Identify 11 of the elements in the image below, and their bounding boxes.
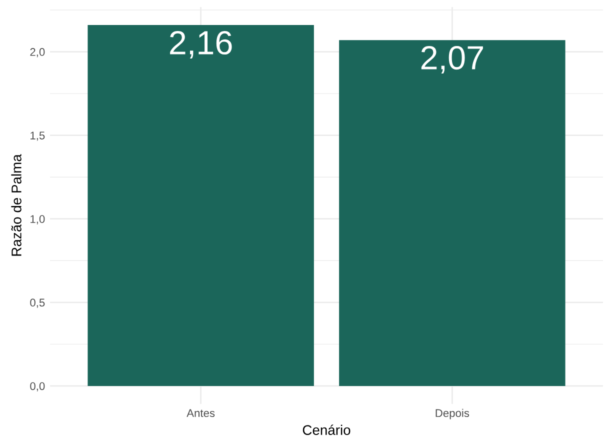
y-tick-label: 0,5 bbox=[30, 298, 45, 308]
x-axis-title: Cenário bbox=[302, 424, 350, 435]
y-tick-label: 2,0 bbox=[30, 48, 45, 58]
y-axis-title: Razão de Palma bbox=[11, 154, 22, 256]
data-label: 2,07 bbox=[421, 46, 483, 74]
y-tick-label: 1,5 bbox=[30, 132, 45, 141]
y-tick-label: 1,0 bbox=[30, 215, 45, 224]
y-tick-label: 0,0 bbox=[30, 382, 45, 392]
x-tick-label: Antes bbox=[186, 409, 215, 418]
x-tick-label: Depois bbox=[436, 408, 470, 420]
data-label: 2,16 bbox=[170, 30, 232, 58]
